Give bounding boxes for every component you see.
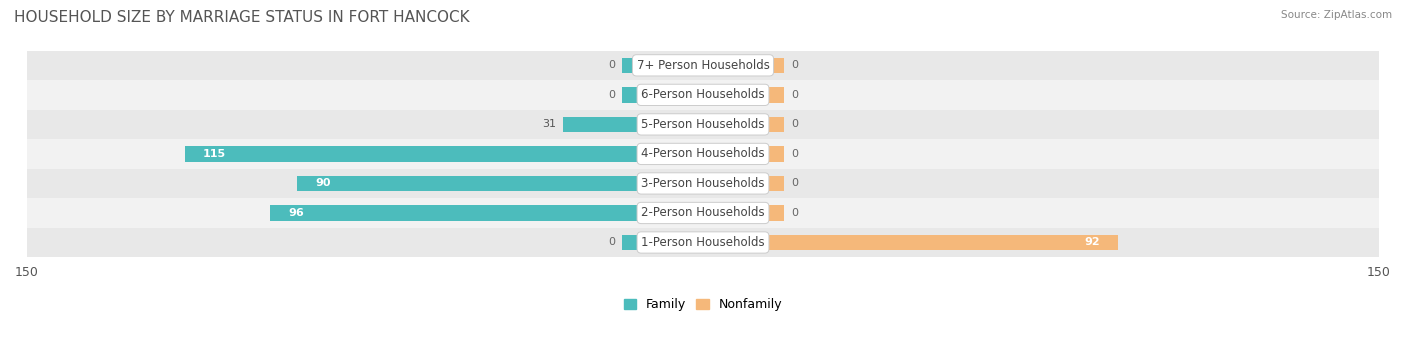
Text: 31: 31 — [543, 119, 557, 129]
Text: 1-Person Households: 1-Person Households — [641, 236, 765, 249]
Text: 115: 115 — [202, 149, 226, 159]
Text: 3-Person Households: 3-Person Households — [641, 177, 765, 190]
Bar — [703, 235, 1118, 250]
Text: 4-Person Households: 4-Person Households — [641, 147, 765, 160]
Text: Source: ZipAtlas.com: Source: ZipAtlas.com — [1281, 10, 1392, 20]
Text: 96: 96 — [288, 208, 304, 218]
Text: HOUSEHOLD SIZE BY MARRIAGE STATUS IN FORT HANCOCK: HOUSEHOLD SIZE BY MARRIAGE STATUS IN FOR… — [14, 10, 470, 25]
Text: 0: 0 — [792, 90, 797, 100]
Bar — [621, 58, 703, 73]
Bar — [703, 205, 785, 221]
Text: 0: 0 — [792, 149, 797, 159]
Bar — [27, 50, 1379, 80]
Text: 0: 0 — [609, 237, 614, 248]
Bar — [703, 58, 785, 73]
Text: 6-Person Households: 6-Person Households — [641, 88, 765, 101]
Text: 0: 0 — [792, 178, 797, 189]
Text: 0: 0 — [792, 119, 797, 129]
Bar — [27, 228, 1379, 257]
Bar — [621, 235, 703, 250]
Text: 0: 0 — [792, 208, 797, 218]
Bar — [564, 117, 703, 132]
Text: 90: 90 — [315, 178, 330, 189]
Bar — [27, 139, 1379, 169]
Bar — [703, 117, 785, 132]
Text: 2-Person Households: 2-Person Households — [641, 206, 765, 220]
Bar — [27, 169, 1379, 198]
Text: 0: 0 — [792, 60, 797, 70]
Text: 7+ Person Households: 7+ Person Households — [637, 59, 769, 72]
Bar — [297, 176, 703, 191]
Bar — [703, 87, 785, 103]
Text: 92: 92 — [1084, 237, 1099, 248]
Text: 0: 0 — [609, 60, 614, 70]
Bar — [27, 109, 1379, 139]
Text: 0: 0 — [609, 90, 614, 100]
Bar — [270, 205, 703, 221]
Bar — [184, 146, 703, 162]
Bar — [621, 87, 703, 103]
Text: 5-Person Households: 5-Person Households — [641, 118, 765, 131]
Legend: Family, Nonfamily: Family, Nonfamily — [624, 298, 782, 311]
Bar — [703, 146, 785, 162]
Bar — [27, 80, 1379, 109]
Bar — [703, 176, 785, 191]
Bar — [27, 198, 1379, 228]
